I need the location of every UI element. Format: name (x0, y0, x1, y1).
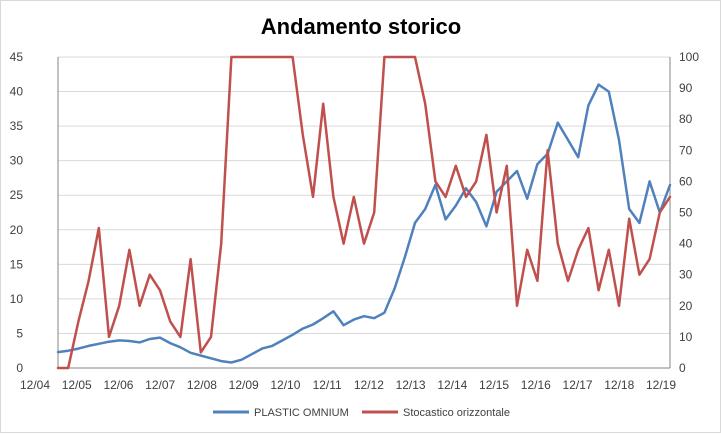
y-right-tick-label: 60 (679, 174, 693, 188)
legend-label-plastic-omnium: PLASTIC OMNIUM (254, 407, 349, 419)
left-axis-ticks: 0 5 10 15 20 25 30 35 40 45 (10, 50, 24, 375)
y-left-tick-label: 15 (10, 257, 24, 271)
gridlines (58, 56, 670, 334)
x-tick-label: 12/15 (479, 378, 509, 392)
y-left-tick-label: 35 (10, 119, 24, 133)
x-tick-label: 12/11 (313, 378, 342, 392)
y-left-tick-label: 45 (10, 50, 24, 64)
x-tick-label: 12/05 (62, 378, 92, 392)
x-tick-label: 12/19 (646, 378, 676, 392)
x-tick-label: 12/06 (103, 378, 133, 392)
x-tick-label: 12/18 (604, 378, 634, 392)
y-left-tick-label: 40 (10, 85, 24, 99)
axes (57, 57, 671, 369)
chart-title: Andamento storico (261, 14, 461, 39)
y-right-tick-label: 100 (679, 50, 699, 64)
x-tick-label: 12/14 (437, 378, 467, 392)
y-left-tick-label: 0 (16, 361, 23, 375)
y-right-tick-label: 80 (679, 112, 693, 126)
y-left-tick-label: 5 (16, 326, 23, 340)
series-layer (56, 55, 672, 370)
y-left-tick-label: 20 (10, 223, 24, 237)
y-left-tick-label: 30 (10, 154, 24, 168)
y-right-tick-label: 70 (679, 143, 693, 157)
x-tick-label: 12/10 (270, 378, 300, 392)
y-right-tick-label: 20 (679, 299, 693, 313)
series-line-plastic-omnium (56, 83, 672, 364)
y-right-tick-label: 10 (679, 330, 693, 344)
y-right-tick-label: 90 (679, 81, 693, 95)
x-tick-label: 12/16 (521, 378, 551, 392)
x-tick-label: 12/08 (187, 378, 217, 392)
legend-label-stocastico: Stocastico orizzontale (403, 407, 510, 419)
x-tick-label: 12/07 (145, 378, 175, 392)
y-right-tick-label: 40 (679, 237, 693, 251)
x-tick-label: 12/09 (229, 378, 259, 392)
x-tick-label: 12/04 (20, 378, 50, 392)
y-left-tick-label: 10 (10, 292, 24, 306)
x-axis-ticks: 12/04 12/05 12/06 12/07 12/08 12/09 12/10 12/11… (20, 378, 676, 392)
right-axis-ticks: 0 10 20 30 40 50 60 70 80 90 100 (679, 50, 699, 375)
y-right-tick-label: 50 (679, 206, 693, 220)
x-tick-label: 12/12 (354, 378, 384, 392)
x-tick-label: 12/17 (563, 378, 593, 392)
legend: PLASTIC OMNIUM Stocastico orizzontale (213, 407, 510, 419)
x-tick-label: 12/13 (396, 378, 426, 392)
y-left-tick-label: 25 (10, 188, 24, 202)
y-right-tick-label: 30 (679, 268, 693, 282)
y-right-tick-label: 0 (679, 361, 686, 375)
series-line-stocastico-orizzontale (56, 55, 672, 370)
